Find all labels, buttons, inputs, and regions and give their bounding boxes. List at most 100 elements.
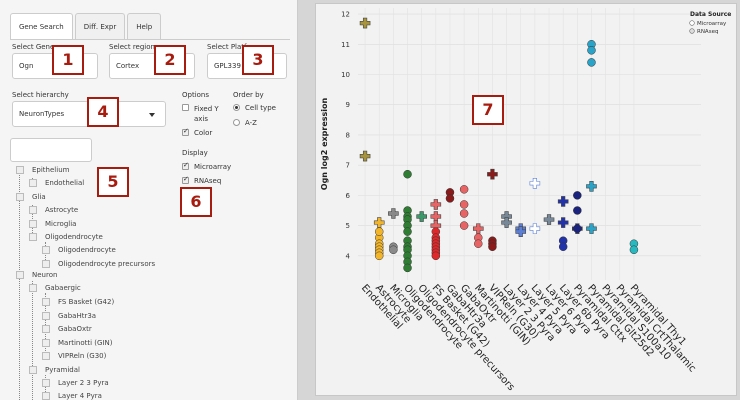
tree-checkbox[interactable] (16, 166, 24, 174)
tree-label: Oligodendrocyte (58, 246, 116, 254)
tree-item-martinotti[interactable]: Martinotti (GIN) (42, 337, 112, 349)
tree-checkbox[interactable] (42, 298, 50, 306)
microarray-point[interactable] (587, 46, 596, 55)
rnaseq-point[interactable] (529, 177, 541, 189)
tree-item-microglia[interactable]: Microglia (29, 218, 76, 230)
tree-item-viprein[interactable]: VIPReln (G30) (42, 350, 106, 362)
rnaseq-point[interactable] (586, 181, 597, 192)
microarray-point[interactable] (389, 245, 398, 255)
rnaseq-point[interactable] (359, 17, 371, 29)
tree-item-gabaoxtr[interactable]: GabaOxtr (42, 323, 92, 335)
cell-type-label: Cell type (245, 104, 276, 112)
tab-help[interactable]: Help (127, 13, 162, 40)
microarray-point[interactable] (558, 242, 568, 252)
tree-item-layer4[interactable]: Layer 4 Pyra (42, 390, 102, 400)
microarray-point[interactable] (488, 242, 497, 252)
cell-type-radio[interactable] (233, 104, 240, 111)
select-platform-label: Select Platform (207, 43, 261, 51)
microarray-point[interactable] (431, 251, 441, 261)
microarray-point[interactable] (374, 227, 384, 236)
options-heading: Options (182, 91, 210, 99)
data-points (359, 17, 639, 273)
microarray-point[interactable] (573, 206, 582, 215)
microarray-point[interactable] (459, 185, 469, 194)
fixed-y-checkbox[interactable] (182, 104, 189, 111)
microarray-point[interactable] (573, 191, 582, 200)
tree-label: Endothelial (45, 179, 85, 187)
legend-microarray-label[interactable]: Microarray (697, 21, 727, 27)
tree-checkbox[interactable] (42, 325, 50, 333)
rnaseq-point[interactable] (515, 226, 527, 237)
tree-checkbox[interactable] (16, 193, 24, 201)
tree-checkbox[interactable] (29, 233, 37, 241)
microarray-point[interactable] (587, 58, 596, 67)
rnaseq-point[interactable] (416, 211, 427, 222)
tree-item-oligodendrocyte-group[interactable]: Oligodendrocyte (29, 231, 103, 243)
tree-checkbox[interactable] (42, 379, 50, 387)
microarray-point[interactable] (573, 224, 582, 233)
rnaseq-point[interactable] (501, 217, 512, 228)
tree-checkbox[interactable] (29, 220, 37, 228)
rnaseq-point[interactable] (359, 150, 371, 162)
tree-search-input[interactable] (10, 138, 92, 162)
legend-title: Data Source (690, 11, 731, 18)
tree-checkbox[interactable] (42, 312, 50, 320)
microarray-point[interactable] (445, 194, 455, 203)
tree-item-layer23[interactable]: Layer 2 3 Pyra (42, 377, 109, 389)
tree-checkbox[interactable] (42, 392, 50, 400)
tree-item-gabahtr3a[interactable]: GabaHtr3a (42, 310, 96, 322)
tree-checkbox[interactable] (29, 284, 37, 292)
microarray-point[interactable] (403, 169, 412, 179)
tree-item-pyramidal[interactable]: Pyramidal (29, 364, 80, 376)
tab-diff-expr[interactable]: Diff. Expr (74, 13, 126, 40)
tree-item-neuron[interactable]: Neuron (16, 269, 57, 281)
tree-item-gabaergic[interactable]: Gabaergic (29, 282, 81, 294)
tree-checkbox[interactable] (29, 206, 37, 214)
rnaseq-point[interactable] (586, 223, 597, 234)
microarray-point[interactable] (474, 239, 483, 248)
microarray-point[interactable] (403, 263, 412, 273)
microarray-point[interactable] (459, 209, 469, 218)
tree-checkbox[interactable] (29, 366, 37, 374)
legend: Data Source Microarray RNAseq (689, 11, 731, 35)
microarray-point[interactable] (459, 200, 469, 209)
rnaseq-point[interactable] (373, 217, 385, 228)
tree-checkbox[interactable] (42, 260, 50, 268)
select-region-label: Select region (109, 43, 155, 51)
tree-item-fs-basket[interactable]: FS Basket (G42) (42, 296, 114, 308)
tree-item-glia[interactable]: Glia (16, 191, 46, 203)
legend-rnaseq-label[interactable]: RNAseq (697, 29, 718, 35)
tree-item-oligodendrocyte[interactable]: Oligodendrocyte (42, 244, 116, 256)
rnaseq-point[interactable] (430, 211, 442, 222)
select-hierarchy-label: Select hierarchy (12, 91, 69, 99)
microarray-point[interactable] (459, 221, 469, 230)
tree-checkbox[interactable] (42, 339, 50, 347)
tree-checkbox[interactable] (16, 271, 24, 279)
annotation-badge-7: 7 (472, 95, 504, 125)
rnaseq-point[interactable] (543, 214, 555, 225)
tree-checkbox[interactable] (42, 246, 50, 254)
color-checkbox[interactable] (182, 127, 189, 136)
tree-item-epithelium[interactable]: Epithelium (16, 164, 69, 176)
microarray-point[interactable] (403, 227, 412, 236)
rnaseq-checkbox[interactable] (182, 175, 189, 184)
rnaseq-point[interactable] (557, 217, 569, 228)
rnaseq-point[interactable] (430, 199, 442, 210)
tree-item-endothelial[interactable]: Endothelial (29, 177, 84, 189)
rnaseq-point[interactable] (487, 168, 498, 180)
microarray-checkbox[interactable] (182, 161, 189, 170)
microarray-point[interactable] (629, 245, 639, 255)
tree-item-oligo-precursors[interactable]: Oligodendrocyte precursors (42, 258, 155, 270)
control-panel: Gene Search Diff. Expr Help Select Gene … (0, 0, 298, 400)
tree-checkbox[interactable] (42, 352, 50, 360)
tree-checkbox[interactable] (29, 179, 37, 187)
rnaseq-point[interactable] (388, 208, 399, 219)
tree-item-astrocyte[interactable]: Astrocyte (29, 204, 78, 216)
rnaseq-point[interactable] (529, 223, 541, 234)
az-radio[interactable] (233, 119, 240, 126)
microarray-point[interactable] (374, 251, 384, 261)
chevron-down-icon[interactable] (149, 113, 155, 117)
rnaseq-point[interactable] (472, 223, 484, 234)
rnaseq-point[interactable] (557, 196, 569, 207)
tab-gene-search[interactable]: Gene Search (10, 13, 73, 40)
